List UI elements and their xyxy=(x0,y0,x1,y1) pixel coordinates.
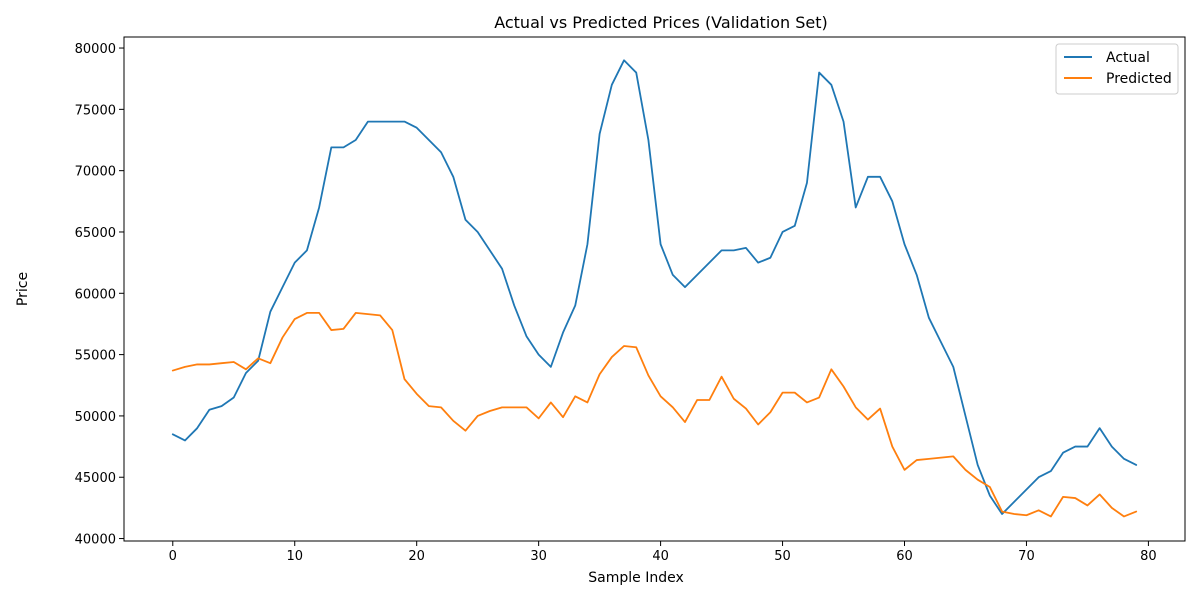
y-tick-label: 45000 xyxy=(75,471,116,486)
chart-title: Actual vs Predicted Prices (Validation S… xyxy=(494,13,828,32)
x-tick-label: 50 xyxy=(774,549,791,564)
y-tick-label: 75000 xyxy=(75,103,116,118)
y-tick-label: 65000 xyxy=(75,226,116,241)
plot-frame xyxy=(123,36,1186,542)
plot-area xyxy=(171,59,1138,518)
legend-label-actual: Actual xyxy=(1106,50,1150,66)
y-tick-label: 70000 xyxy=(75,165,116,180)
y-tick-label: 60000 xyxy=(75,287,116,302)
y-tick-label: 80000 xyxy=(75,42,116,57)
x-tick-label: 20 xyxy=(408,549,425,564)
y-tick-label: 55000 xyxy=(75,349,116,364)
x-tick-label: 10 xyxy=(286,549,303,564)
legend-label-predicted: Predicted xyxy=(1106,71,1172,87)
series-line-actual xyxy=(171,59,1138,515)
x-tick-label: 30 xyxy=(530,549,547,564)
x-tick-label: 40 xyxy=(652,549,669,564)
y-tick-label: 50000 xyxy=(75,410,116,425)
x-tick-label: 80 xyxy=(1140,549,1157,564)
x-tick-label: 0 xyxy=(169,549,177,564)
x-tick-label: 60 xyxy=(896,549,913,564)
x-tick-label: 70 xyxy=(1018,549,1035,564)
y-axis-label: Price xyxy=(15,272,31,306)
y-tick-label: 40000 xyxy=(75,533,116,548)
series-line-predicted xyxy=(171,312,1138,518)
legend: Actual Predicted xyxy=(1055,43,1179,95)
x-axis-label: Sample Index xyxy=(588,570,683,586)
